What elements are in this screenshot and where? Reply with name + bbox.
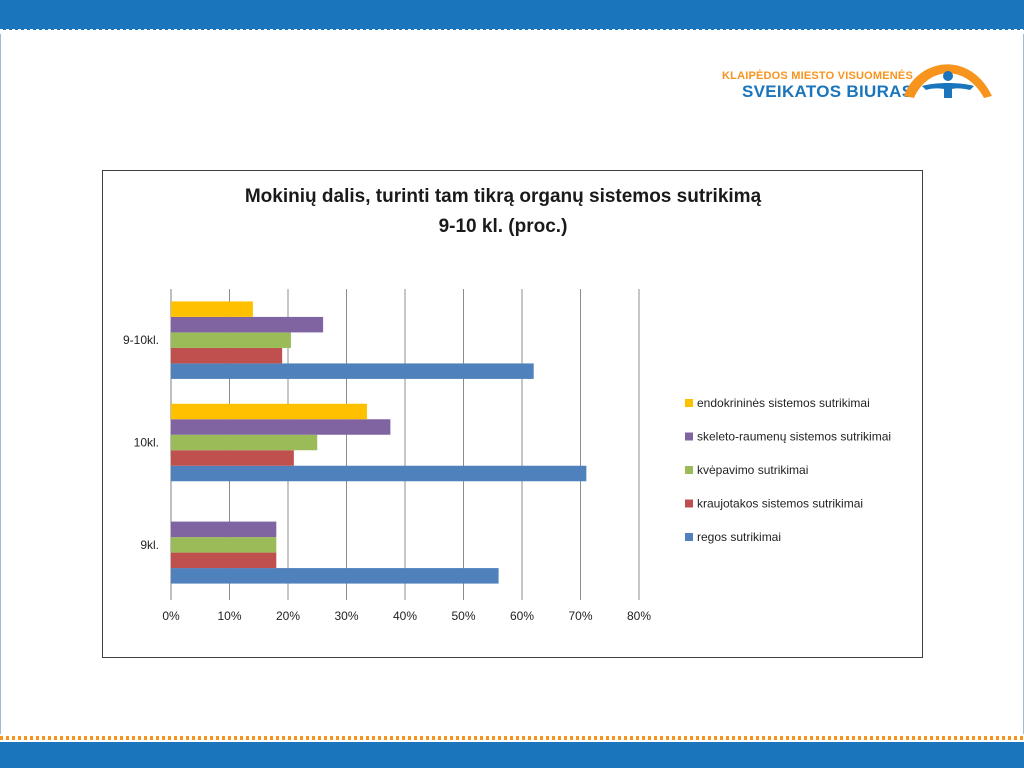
top-dotted-line (0, 29, 1024, 33)
logo-arc-figure-icon (904, 64, 992, 98)
chart-title: Mokinių dalis, turinti tam tikrą organų … (73, 182, 933, 242)
chart-frame (102, 170, 923, 658)
bottom-dotted-line (0, 736, 1024, 740)
chart-title-line1: Mokinių dalis, turinti tam tikrą organų … (244, 186, 762, 207)
logo-line2: SVEIKATOS BIURAS (742, 82, 914, 101)
logo-line1: KLAIPĖDOS MIESTO VISUOMENĖS (722, 70, 914, 82)
chart-title-line2: 9-10 kl. (proc.) (438, 216, 568, 237)
top-band (0, 0, 1024, 30)
bottom-band (0, 742, 1024, 768)
logo: KLAIPĖDOS MIESTO VISUOMENĖS SVEIKATOS BI… (718, 52, 998, 104)
